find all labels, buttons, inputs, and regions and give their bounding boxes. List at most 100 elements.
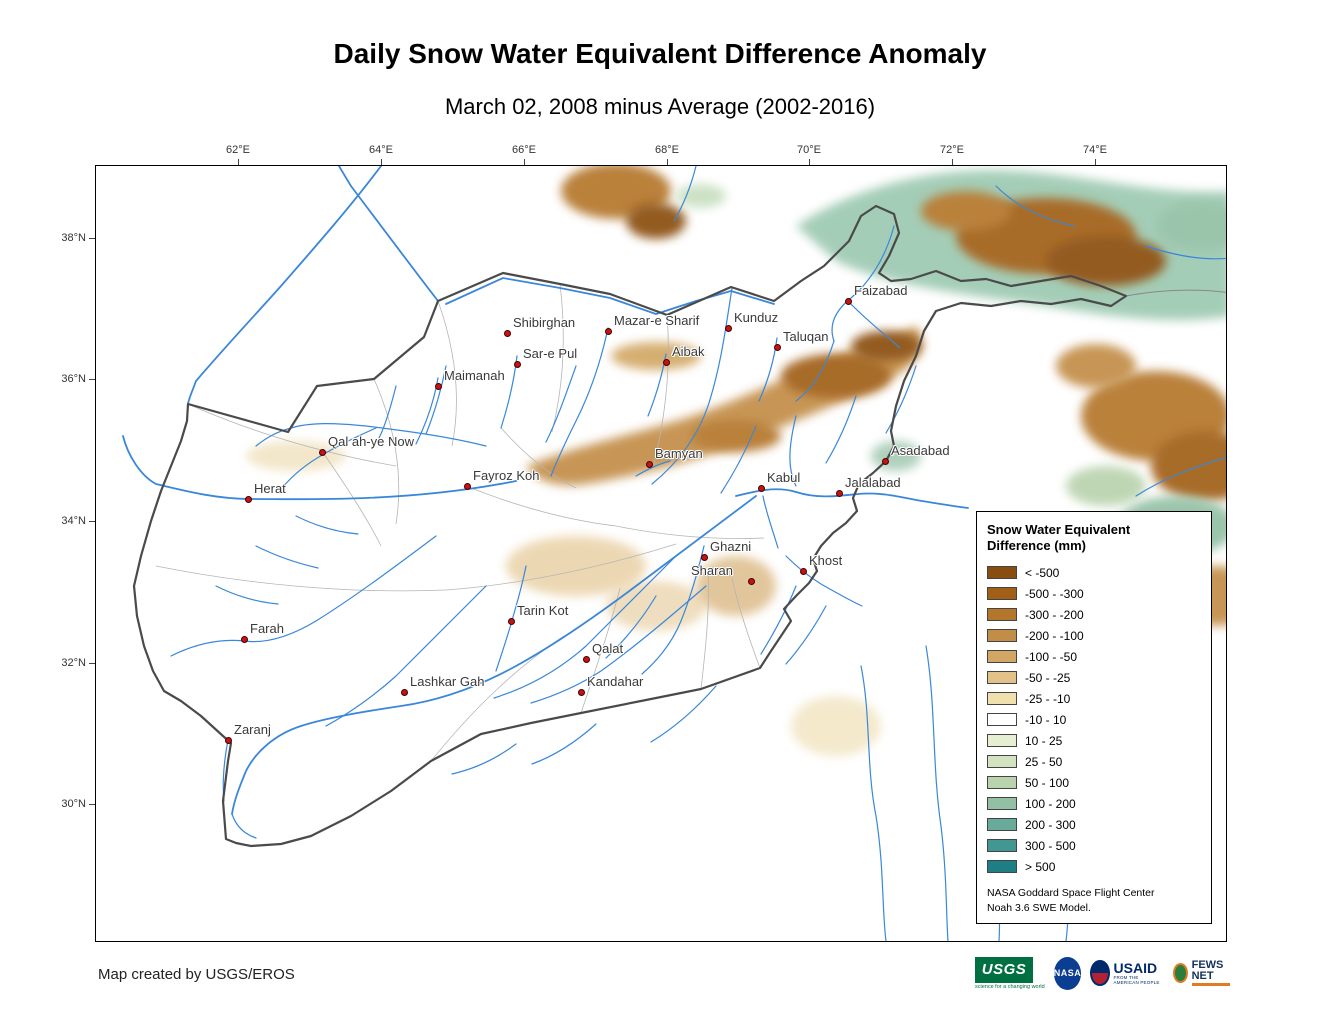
legend-entry: > 500 xyxy=(987,856,1201,877)
city-dot-icon xyxy=(882,458,889,465)
city-label: Qal ah-ye Now xyxy=(328,434,414,449)
legend-color-swatch xyxy=(987,692,1017,705)
usaid-logo: USAID FROM THE AMERICAN PEOPLE xyxy=(1090,960,1164,986)
legend-entry: -200 - -100 xyxy=(987,625,1201,646)
city-label: Mazar-e Sharif xyxy=(614,313,700,328)
latitude-tick-label: 38°N xyxy=(61,232,95,244)
city-dot-icon xyxy=(401,689,408,696)
legend-footnote-line1: NASA Goddard Space Flight Center xyxy=(987,887,1155,899)
legend-entry-label: 100 - 200 xyxy=(1025,796,1076,811)
legend-color-swatch xyxy=(987,566,1017,579)
legend-entry-label: 25 - 50 xyxy=(1025,754,1063,769)
legend-entry: 300 - 500 xyxy=(987,835,1201,856)
city-dot-icon xyxy=(605,328,612,335)
city-dot-icon xyxy=(583,656,590,663)
latitude-tick-label: 30°N xyxy=(61,798,95,810)
usaid-tagline: FROM THE AMERICAN PEOPLE xyxy=(1113,975,1160,985)
city-dot-icon xyxy=(800,568,807,575)
city-dot-icon xyxy=(758,485,765,492)
city-dot-icon xyxy=(646,461,653,468)
legend-color-swatch xyxy=(987,860,1017,873)
longitude-tick-label: 62°E xyxy=(226,144,250,165)
legend-entry: -50 - -25 xyxy=(987,667,1201,688)
legend-entry-label: -200 - -100 xyxy=(1025,628,1084,643)
usaid-emblem-icon xyxy=(1090,960,1110,986)
legend-entry: -100 - -50 xyxy=(987,646,1201,667)
longitude-tick-label: 72°E xyxy=(940,144,964,165)
city-label: Shibirghan xyxy=(513,315,576,330)
usaid-logo-text: USAID xyxy=(1113,960,1158,976)
city-label: Kandahar xyxy=(587,674,644,689)
city-label: Faizabad xyxy=(854,283,908,298)
legend-entry: 200 - 300 xyxy=(987,814,1201,835)
city-dot-icon xyxy=(319,449,326,456)
city-label: Kabul xyxy=(767,470,801,485)
fews-net-logo-text: FEWS NET xyxy=(1191,959,1224,982)
city-label: Bamyan xyxy=(655,446,703,461)
city-dot-icon xyxy=(504,330,511,337)
city-label: Zaranj xyxy=(234,722,271,737)
legend-entry-label: 300 - 500 xyxy=(1025,838,1076,853)
legend-entry-label: -25 - -10 xyxy=(1025,691,1071,706)
city-label: Qalat xyxy=(592,641,624,656)
legend-color-swatch xyxy=(987,671,1017,684)
legend-entry-label: 50 - 100 xyxy=(1025,775,1070,790)
legend-color-swatch xyxy=(987,797,1017,810)
longitude-tick-label: 64°E xyxy=(369,144,393,165)
legend-entry: 10 - 25 xyxy=(987,730,1201,751)
city-label: Sar-e Pul xyxy=(523,346,578,361)
city-label: Herat xyxy=(254,481,286,496)
latitude-tick-label: 32°N xyxy=(61,657,95,669)
legend-color-swatch xyxy=(987,650,1017,663)
legend-entry: -25 - -10 xyxy=(987,688,1201,709)
legend-entry-label: -500 - -300 xyxy=(1025,586,1084,601)
nasa-logo-text: NASA xyxy=(1053,968,1082,978)
city-dot-icon xyxy=(225,737,232,744)
legend-entry: -500 - -300 xyxy=(987,583,1201,604)
longitude-tick-label: 70°E xyxy=(797,144,821,165)
city-dot-icon xyxy=(701,554,708,561)
foreign-boundary-line xyxy=(1125,289,1226,297)
city-label: Ghazni xyxy=(710,539,752,554)
legend-title: Snow Water Equivalent xyxy=(987,522,1131,537)
fews-net-tagline-bar xyxy=(1191,983,1230,986)
city-dot-icon xyxy=(774,344,781,351)
usgs-tagline: science for a changing world xyxy=(975,983,1045,990)
city-dot-icon xyxy=(725,325,732,332)
globe-icon xyxy=(1172,963,1188,983)
legend-footnote-line2: Noah 3.6 SWE Model. xyxy=(987,902,1091,914)
usgs-logo-text: USGS xyxy=(981,961,1027,978)
legend-color-swatch xyxy=(987,839,1017,852)
legend-entry-label: 200 - 300 xyxy=(1025,817,1076,832)
legend-color-swatch xyxy=(987,818,1017,831)
city-dot-icon xyxy=(464,483,471,490)
legend-entry: 50 - 100 xyxy=(987,772,1201,793)
legend-entry-label: -300 - -200 xyxy=(1025,607,1084,622)
legend-footnote: NASA Goddard Space Flight Center Noah 3.… xyxy=(987,887,1201,915)
city-dot-icon xyxy=(845,298,852,305)
latitude-tick-label: 36°N xyxy=(61,373,95,385)
city-dot-icon xyxy=(245,496,252,503)
city-label: Maimanah xyxy=(444,368,505,383)
legend-entry-label: > 500 xyxy=(1025,859,1056,874)
legend-color-swatch xyxy=(987,587,1017,600)
legend: Snow Water Equivalent Difference (mm) < … xyxy=(976,511,1212,924)
city-label: Taluqan xyxy=(783,329,829,344)
legend-color-swatch xyxy=(987,776,1017,789)
legend-entry-label: -10 - 10 xyxy=(1025,712,1067,727)
city-dot-icon xyxy=(508,618,515,625)
legend-entries: < -500 -500 - -300 -300 - -200 -200 - -1… xyxy=(987,562,1201,877)
usgs-logo: USGS science for a changing world xyxy=(975,956,1045,990)
city-label: Tarin Kot xyxy=(517,603,569,618)
legend-color-swatch xyxy=(987,629,1017,642)
page-title: Daily Snow Water Equivalent Difference A… xyxy=(333,38,987,69)
city-dot-icon xyxy=(578,689,585,696)
longitude-tick-label: 68°E xyxy=(655,144,679,165)
legend-entry-label: -50 - -25 xyxy=(1025,670,1071,685)
legend-entry: 100 - 200 xyxy=(987,793,1201,814)
map-frame: 62°E 64°E 66°E 68°E 70°E 72°E 74°E 38°N 36°N 34°… xyxy=(61,144,1227,942)
city-label: Fayroz Koh xyxy=(473,468,540,483)
city-label: Aibak xyxy=(672,344,705,359)
legend-entry-label: < -500 xyxy=(1025,565,1060,580)
